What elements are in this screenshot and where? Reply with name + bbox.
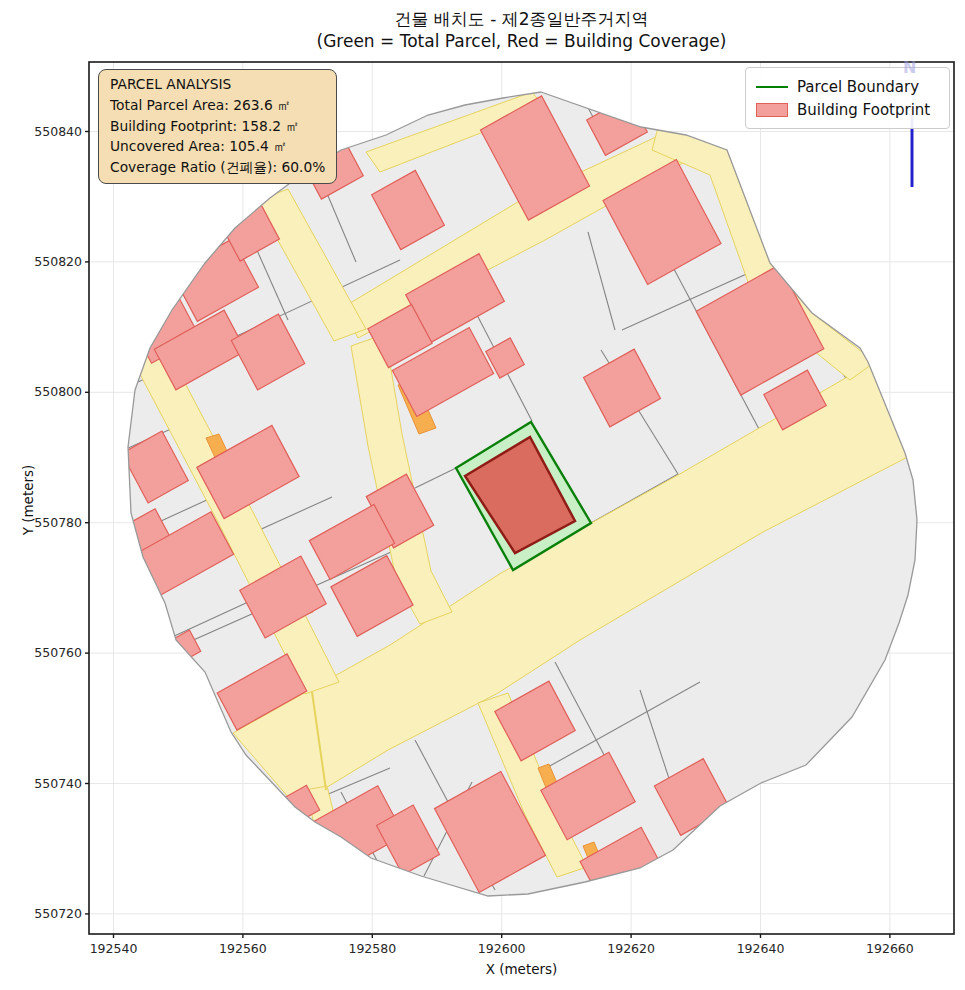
y-tick-label: 550840 (12, 124, 82, 139)
y-tick-label: 550780 (12, 515, 82, 530)
y-tick-label: 550760 (12, 645, 82, 660)
parcel-analysis-line: Building Footprint: 158.2 ㎡ (110, 116, 325, 137)
figure: { "title": { "line1": "건물 배치도 - 제2종일반주거지… (0, 0, 965, 990)
x-tick-label: 192620 (596, 941, 666, 956)
parcel-analysis-line: Uncovered Area: 105.4 ㎡ (110, 136, 325, 157)
y-tick-label: 550720 (12, 906, 82, 921)
x-tick-label: 192540 (79, 941, 149, 956)
y-tick-label: 550800 (12, 384, 82, 399)
y-tick-label: 550820 (12, 254, 82, 269)
legend-label-building-footprint: Building Footprint (797, 101, 930, 119)
parcel-analysis-box: PARCEL ANALYSISTotal Parcel Area: 263.6 … (98, 69, 337, 184)
y-axis-label: Y (meters) (20, 440, 36, 560)
parcel-analysis-line: PARCEL ANALYSIS (110, 74, 325, 95)
legend: Parcel Boundary Building Footprint (745, 67, 950, 129)
chart-title-line1: 건물 배치도 - 제2종일반주거지역 (89, 8, 954, 31)
x-tick-label: 192580 (337, 941, 407, 956)
x-axis-label: X (meters) (89, 961, 954, 977)
parcel-boundary-line-sample (756, 86, 788, 88)
x-tick-label: 192560 (208, 941, 278, 956)
legend-item-parcel-boundary: Parcel Boundary (756, 75, 939, 98)
north-arrow-label: N (903, 58, 916, 77)
x-tick-label: 192600 (467, 941, 537, 956)
x-tick-label: 192660 (855, 941, 925, 956)
chart-title-line2: (Green = Total Parcel, Red = Building Co… (89, 31, 954, 51)
x-tick-label: 192640 (726, 941, 796, 956)
building-footprint-patch-sample (756, 103, 788, 117)
parcel-analysis-line: Coverage Ratio (건폐율): 60.0% (110, 157, 325, 178)
legend-item-building-footprint: Building Footprint (756, 98, 939, 121)
parcel-analysis-line: Total Parcel Area: 263.6 ㎡ (110, 95, 325, 116)
legend-label-parcel-boundary: Parcel Boundary (797, 78, 919, 96)
y-tick-label: 550740 (12, 776, 82, 791)
